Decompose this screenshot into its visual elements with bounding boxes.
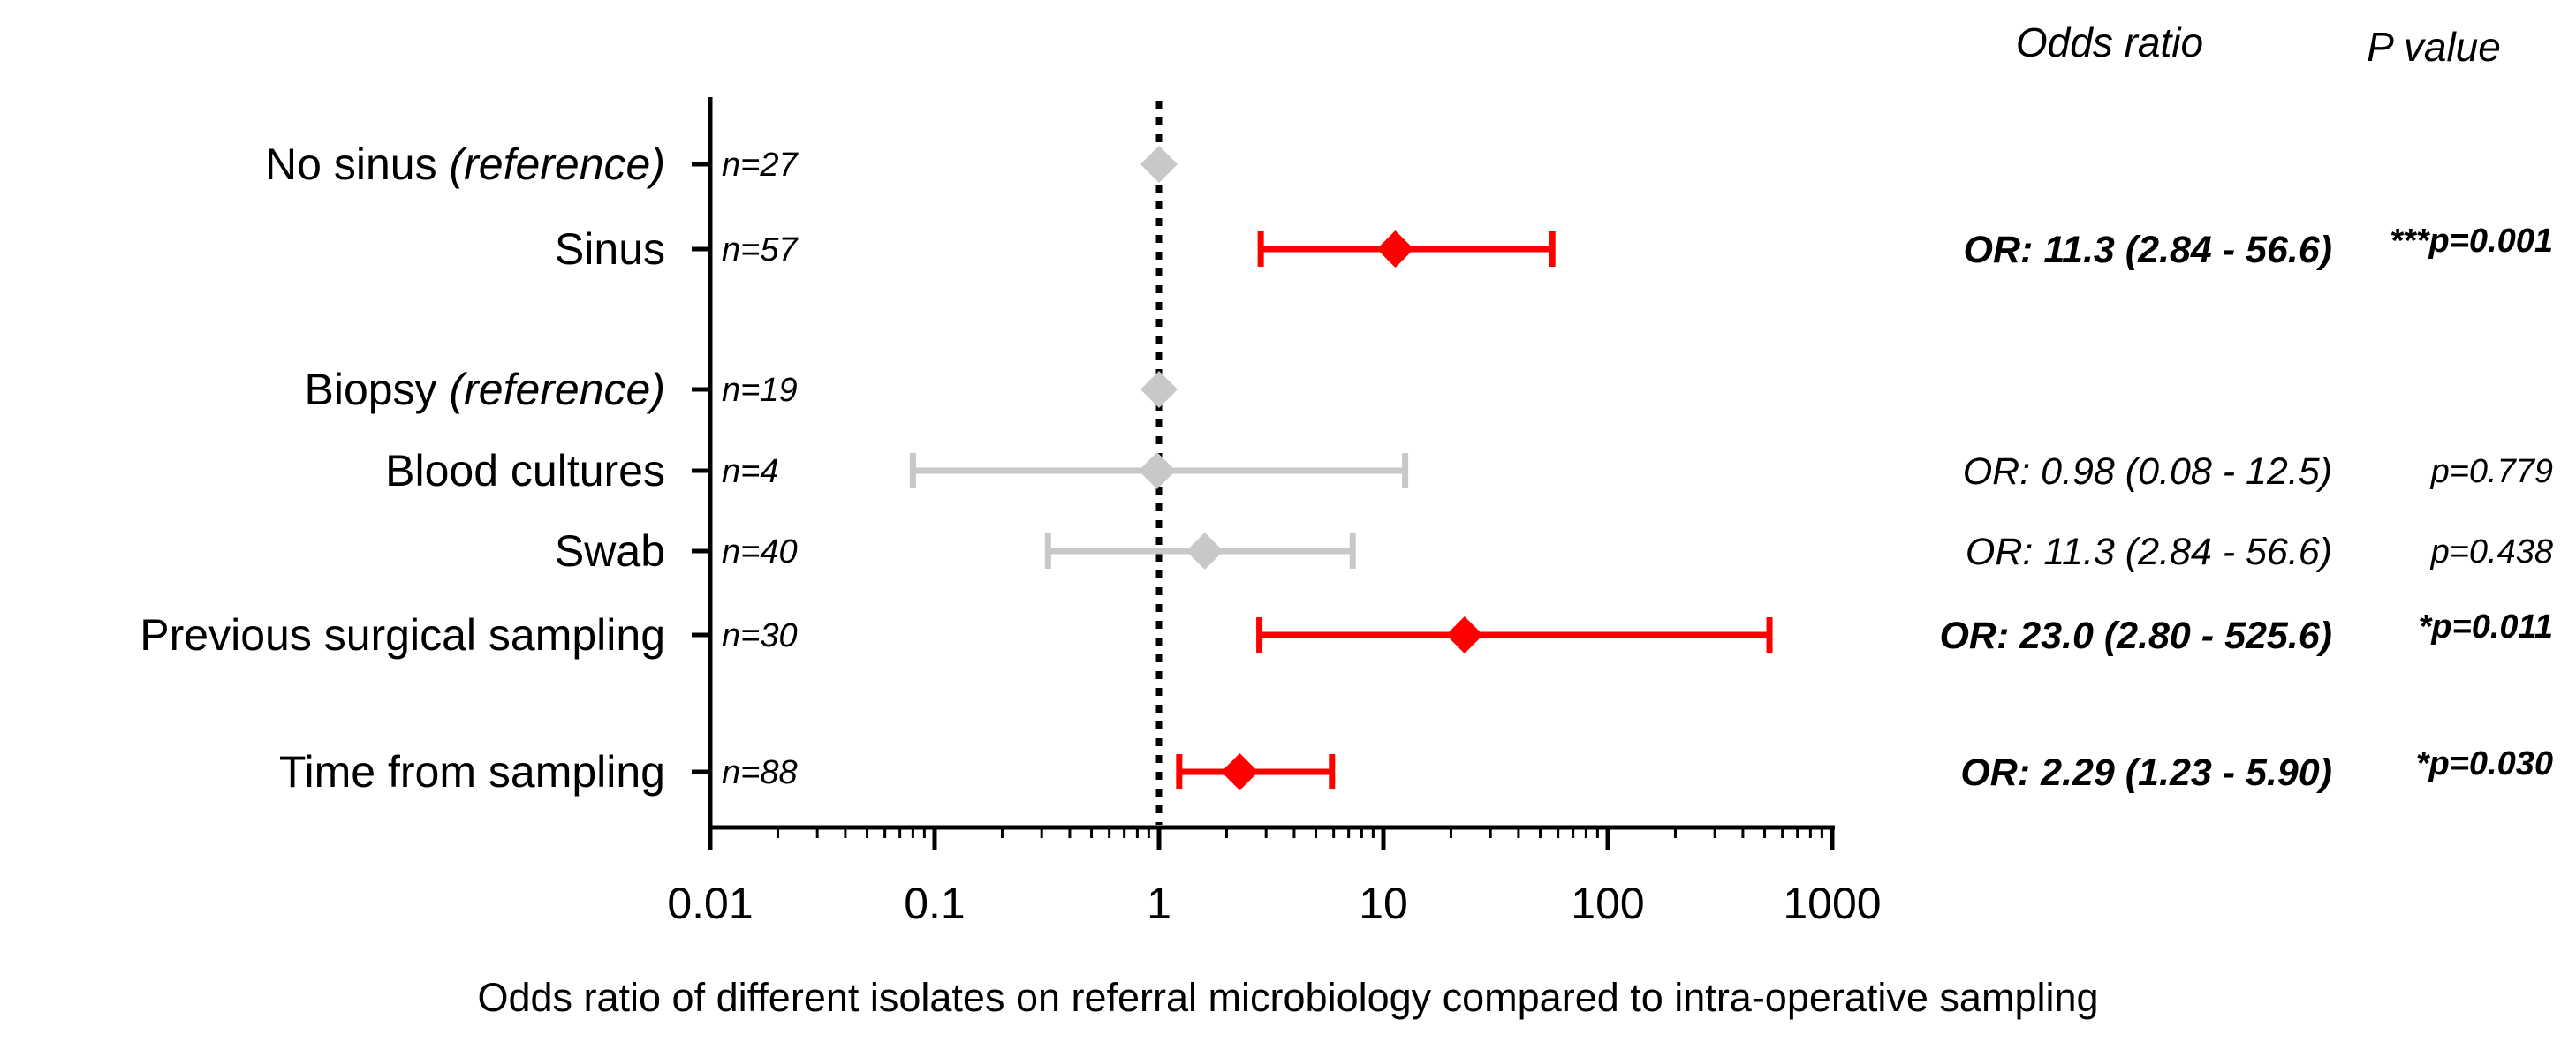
forest-row: Biopsy (reference) n=19 — [304, 365, 1178, 414]
category-name: Blood cultures — [385, 446, 665, 495]
category-label: Sinus — [555, 224, 665, 274]
odds-ratio-column-header: Odds ratio — [2016, 19, 2203, 65]
category-label: Swab — [555, 526, 665, 576]
point-estimate-marker — [1221, 753, 1259, 790]
category-label: Previous surgical sampling — [140, 610, 665, 660]
point-estimate-marker — [1445, 616, 1483, 653]
n-count: n=40 — [722, 533, 798, 570]
point-estimate-marker — [1140, 146, 1178, 183]
n-count: n=57 — [722, 231, 799, 268]
category-name: Sinus — [555, 224, 665, 274]
category-name: Previous surgical sampling — [140, 610, 665, 660]
p-value-text: *p=0.030 — [2416, 745, 2553, 782]
p-value-text: p=0.779 — [2430, 453, 2553, 490]
tick-label: 0.1 — [904, 879, 966, 928]
category-suffix: (reference) — [437, 140, 665, 189]
x-axis-title: Odds ratio of different isolates on refe… — [477, 975, 2098, 1020]
point-estimate-marker — [1138, 452, 1176, 489]
n-count: n=19 — [722, 372, 798, 409]
tick-label: 1000 — [1783, 879, 1881, 928]
tick-label: 0.01 — [667, 879, 753, 928]
or-value-text: OR: 2.29 (1.23 - 5.90) — [1960, 752, 2332, 794]
p-value-column-header: P value — [2367, 24, 2501, 70]
category-label: Time from sampling — [279, 747, 665, 797]
n-count: n=4 — [722, 453, 778, 490]
n-count: n=27 — [722, 147, 799, 184]
or-value-text: OR: 23.0 (2.80 - 525.6) — [1939, 615, 2332, 657]
or-value-text: OR: 11.3 (2.84 - 56.6) — [1966, 531, 2332, 573]
point-estimate-marker — [1376, 230, 1414, 268]
forest-row: Previous surgical sampling n=30 OR: 23.0 (… — [140, 608, 2553, 660]
axes — [708, 97, 1835, 830]
x-axis-ticks: 0.01 0.1 1 10 100 1000 — [667, 827, 1882, 928]
category-name: Swab — [555, 526, 665, 576]
point-estimate-marker — [1140, 371, 1178, 408]
p-value-text: p=0.438 — [2430, 533, 2553, 570]
category-label: Biopsy (reference) — [304, 365, 665, 414]
n-count: n=88 — [722, 754, 798, 791]
forest-row: No sinus (reference) n=27 — [265, 140, 1178, 189]
p-value-text: ***p=0.001 — [2390, 223, 2553, 260]
forest-row: Blood cultures n=4 OR: 0.98 (0.08 - 12.5) p… — [385, 446, 2553, 495]
forest-row: Time from sampling n=88 OR: 2.29 (1.23 - 5… — [279, 745, 2553, 797]
point-estimate-marker — [1186, 533, 1224, 570]
tick-label: 1 — [1147, 879, 1171, 928]
or-value-text: OR: 0.98 (0.08 - 12.5) — [1963, 450, 2332, 493]
category-label: No sinus (reference) — [265, 140, 665, 189]
category-name: No sinus — [265, 140, 437, 189]
category-suffix: (reference) — [437, 365, 665, 414]
p-value-text: *p=0.011 — [2419, 608, 2553, 646]
category-name: Time from sampling — [279, 747, 665, 797]
tick-label: 10 — [1359, 879, 1408, 928]
category-name: Biopsy — [304, 365, 436, 414]
rows: No sinus (reference) n=27 Sinus n=57 OR: 11.… — [140, 140, 2553, 797]
or-value-text: OR: 11.3 (2.84 - 56.6) — [1964, 229, 2332, 271]
category-label: Blood cultures — [385, 446, 665, 495]
tick-label: 100 — [1571, 879, 1644, 928]
forest-row: Sinus n=57 OR: 11.3 (2.84 - 56.6) ***p=0.00… — [555, 223, 2553, 274]
n-count: n=30 — [722, 617, 798, 654]
forest-row: Swab n=40 OR: 11.3 (2.84 - 56.6) p=0.438 — [555, 526, 2553, 576]
